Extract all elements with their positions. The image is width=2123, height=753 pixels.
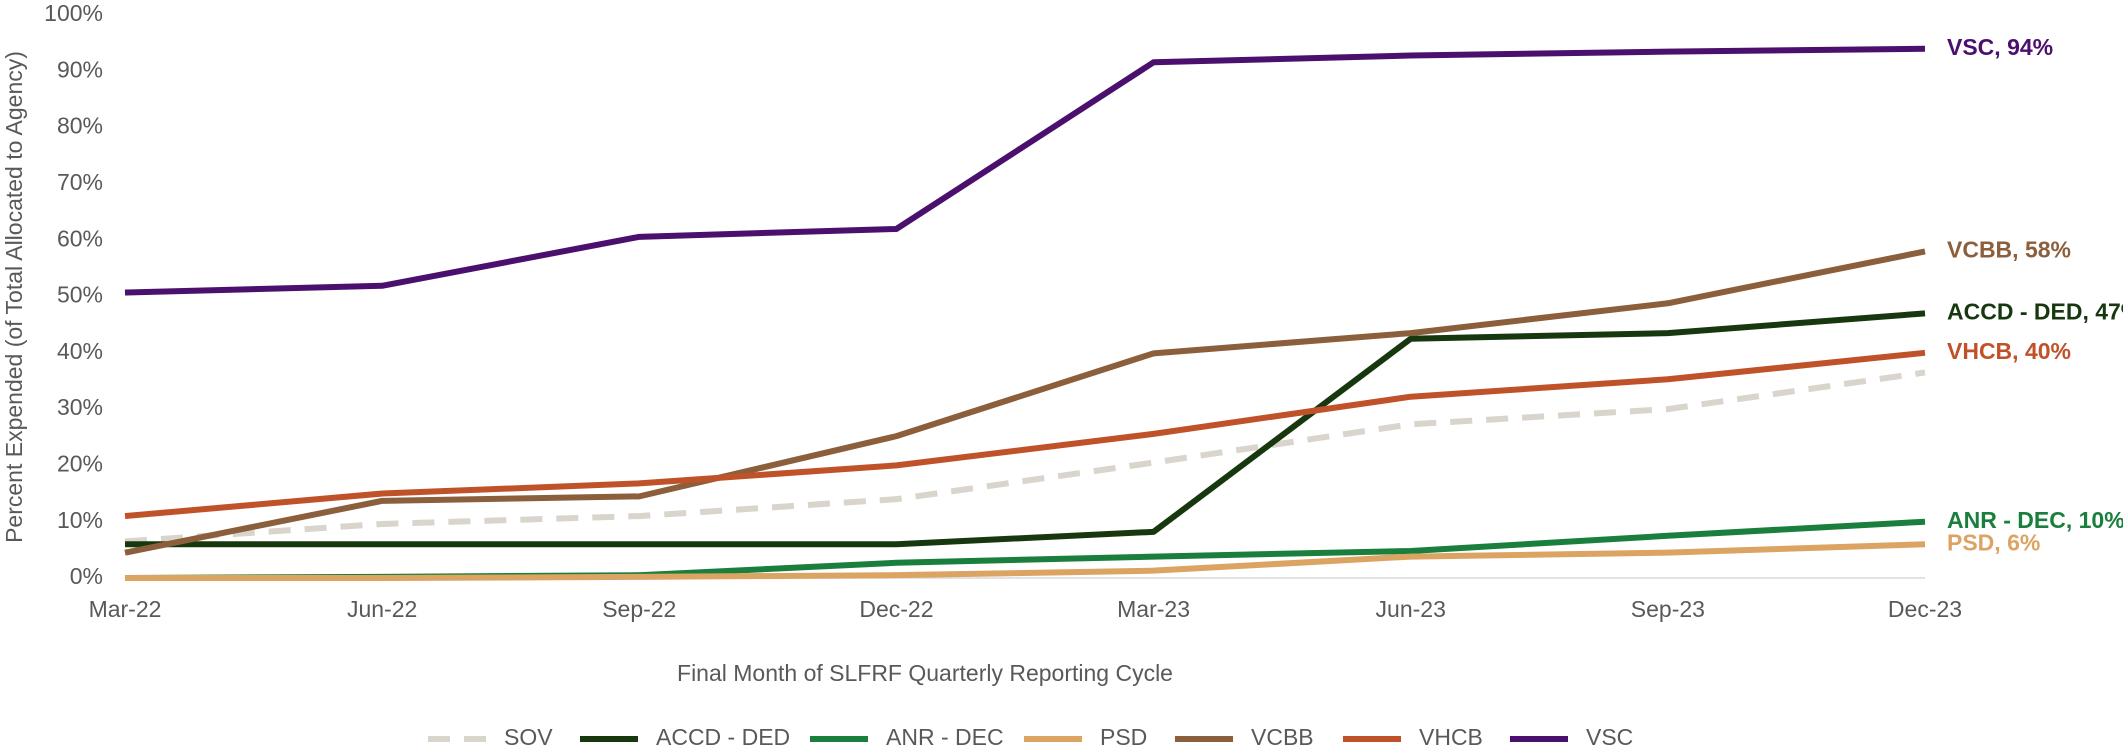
y-tick-label: 30% [57,394,103,420]
legend-label: VHCB [1419,724,1483,750]
series-line [124,369,1926,545]
x-tick-label: Jun-23 [1376,596,1446,622]
legend-label: PSD [1100,724,1147,750]
series-line [124,248,1926,556]
series-line [125,310,1926,548]
x-tick-label: Sep-22 [602,596,676,622]
data-label: ANR - DEC, 10% [1947,507,2123,533]
y-tick-label: 0% [70,563,103,589]
legend-label: VCBB [1251,724,1314,750]
x-tick-label: Dec-22 [859,596,933,622]
series-line [124,45,1926,296]
legend-label: ACCD - DED [656,724,790,750]
y-tick-label: 40% [57,338,103,364]
x-tick-label: Mar-22 [89,596,162,622]
legend-label: ANR - DEC [886,724,1004,750]
x-tick-label: Sep-23 [1631,596,1705,622]
y-tick-label: 90% [57,56,103,82]
series-line [124,349,1926,520]
legend-label: VSC [1586,724,1633,750]
x-tick-label: Dec-23 [1888,596,1962,622]
y-tick-label: 60% [57,225,103,251]
y-tick-label: 10% [57,507,103,533]
data-label: ACCD - DED, 47% [1947,298,2123,324]
y-tick-label: 100% [44,0,103,26]
data-label: VCBB, 58% [1947,237,2071,263]
data-label: VSC, 94% [1947,34,2053,60]
x-tick-label: Jun-22 [347,596,417,622]
x-axis-title: Final Month of SLFRF Quarterly Reporting… [677,660,1173,686]
y-tick-label: 50% [57,282,103,308]
data-label: PSD, 6% [1947,529,2040,555]
series-line [124,518,1926,581]
y-tick-label: 70% [57,169,103,195]
series-line [125,541,1926,581]
data-label: VHCB, 40% [1947,338,2071,364]
y-axis-title: Percent Expended (of Total Allocated to … [1,51,27,543]
y-tick-label: 20% [57,450,103,476]
legend-label: SOV [504,724,553,750]
x-tick-label: Mar-23 [1117,596,1190,622]
y-tick-label: 80% [57,113,103,139]
